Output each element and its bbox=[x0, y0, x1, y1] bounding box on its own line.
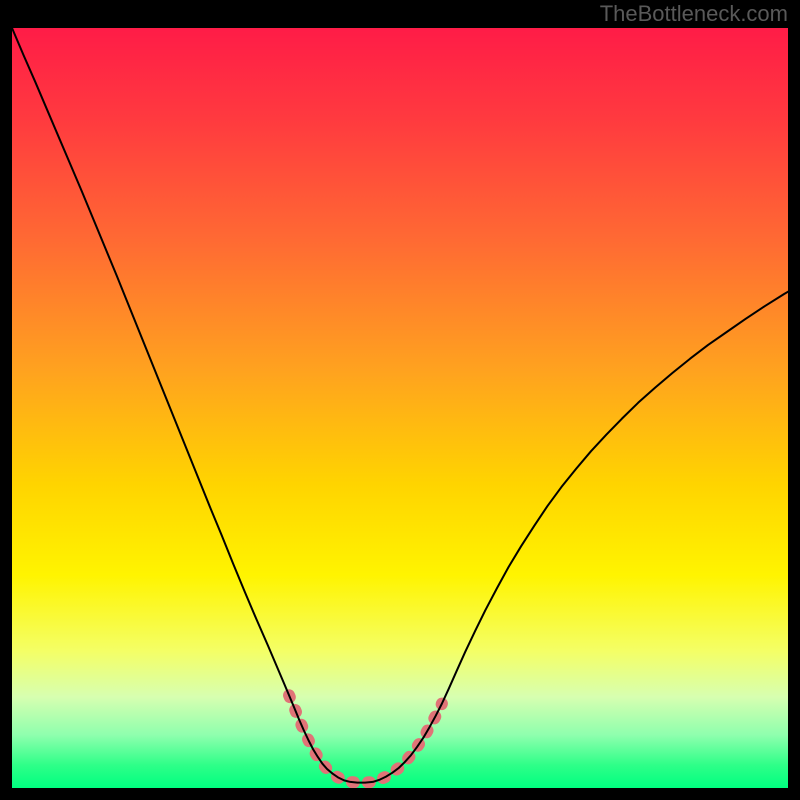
watermark-text: TheBottleneck.com bbox=[600, 1, 788, 27]
plot-background-gradient bbox=[12, 28, 788, 788]
plot-area bbox=[12, 28, 788, 788]
chart-frame: TheBottleneck.com bbox=[0, 0, 800, 800]
